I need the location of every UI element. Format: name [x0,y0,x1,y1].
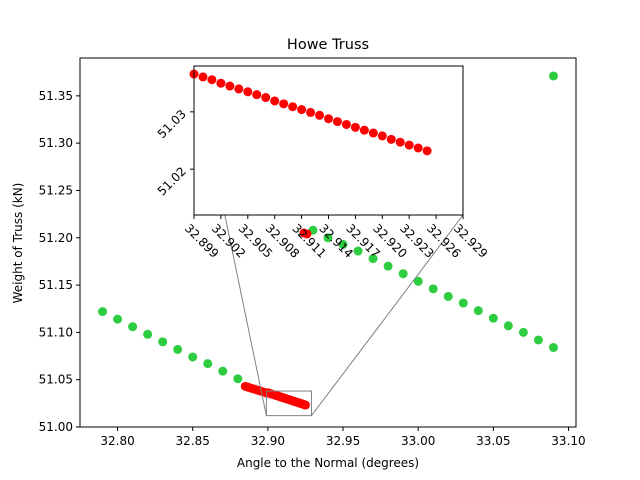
inset-data-point [324,114,333,124]
data-point [143,329,153,339]
inset-data-point [359,125,369,135]
y-tick-label: 51.20 [39,231,73,245]
x-tick-label: 32.90 [251,434,285,448]
data-point [413,276,423,286]
y-tick-label: 51.15 [39,278,73,292]
inset-data-point [234,84,244,94]
chart-title: Howe Truss [287,37,369,53]
inset-data-point [216,78,226,88]
inset-data-point [279,99,289,109]
inset-data-point [225,81,235,91]
data-point [398,269,408,279]
data-point [300,400,310,410]
inset-data-point [332,117,342,127]
inset-data-point [413,143,423,153]
zoom-connector-line [311,214,464,416]
x-tick-label: 32.85 [176,434,210,448]
x-tick-label: 32.95 [326,434,360,448]
inset-data-point [422,146,432,156]
data-point [188,352,198,362]
inset-data-point [368,128,378,138]
data-point [443,291,453,301]
x-tick-label: 33.05 [476,434,510,448]
x-tick-label: 33.00 [401,434,435,448]
inset-data-point [306,107,316,117]
data-point [368,254,378,264]
y-tick-label: 51.05 [39,373,73,387]
data-point [218,366,228,376]
inset-data-point [395,137,405,147]
x-tick-label: 32.80 [100,434,134,448]
inset-data-point [377,131,387,141]
data-point [353,246,363,256]
data-point [533,335,543,345]
inset-data-point [207,75,217,85]
inset-data-point [297,105,307,115]
inset-data-point [243,87,253,97]
x-axis-label: Angle to the Normal (degrees) [237,456,419,470]
inset-data-point [341,119,351,129]
data-point [488,313,498,323]
y-tick-label: 51.35 [39,89,73,103]
data-point [128,322,138,332]
inset-data-point [270,96,280,106]
inset-data-point [198,72,208,82]
inset-data-point [261,93,271,103]
data-point [173,344,183,354]
data-point [302,229,312,239]
inset-data-point [315,110,325,120]
data-point [458,298,468,308]
data-point [203,359,213,369]
data-point [473,306,483,316]
data-point [158,337,168,347]
data-point [518,327,528,337]
inset-background [194,66,463,215]
main-axes: 32.80 32.85 32.90 32.95 33.00 33.05 33.10 51.00… [39,57,586,448]
y-tick-label: 51.00 [39,420,73,434]
plot-frame [79,57,577,428]
data-point [323,233,333,243]
inset-data-point [288,102,298,112]
data-point [338,239,348,249]
data-point [503,321,513,331]
data-point [428,284,438,294]
data-point [548,343,558,353]
data-point [383,261,393,271]
y-axis-label: Weight of Truss (kN) [11,183,25,304]
data-point [98,307,108,317]
y-tick-label: 51.25 [39,183,73,197]
data-point [233,374,243,384]
inset-data-point [404,140,414,150]
data-point [548,71,558,81]
x-tick-label: 33.10 [551,434,585,448]
zoom-box [265,390,312,417]
inset-data-point [386,134,396,144]
data-point [113,314,123,324]
inset-data-point [252,90,262,100]
y-tick-label: 51.10 [39,325,73,339]
inset-data-point [350,122,360,132]
y-tick-label: 51.30 [39,136,73,150]
